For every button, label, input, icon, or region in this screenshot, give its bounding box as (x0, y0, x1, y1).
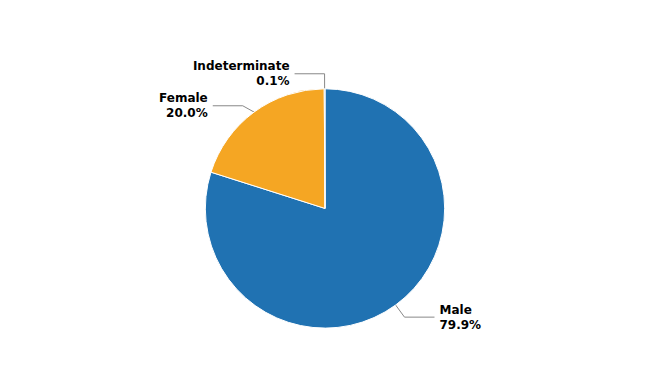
svg-text:0.1%: 0.1% (256, 74, 289, 88)
svg-text:79.9%: 79.9% (439, 318, 481, 332)
svg-text:Male: Male (439, 303, 471, 317)
svg-text:Indeterminate: Indeterminate (193, 59, 290, 73)
svg-text:Female: Female (159, 91, 208, 105)
svg-text:20.0%: 20.0% (166, 106, 208, 120)
